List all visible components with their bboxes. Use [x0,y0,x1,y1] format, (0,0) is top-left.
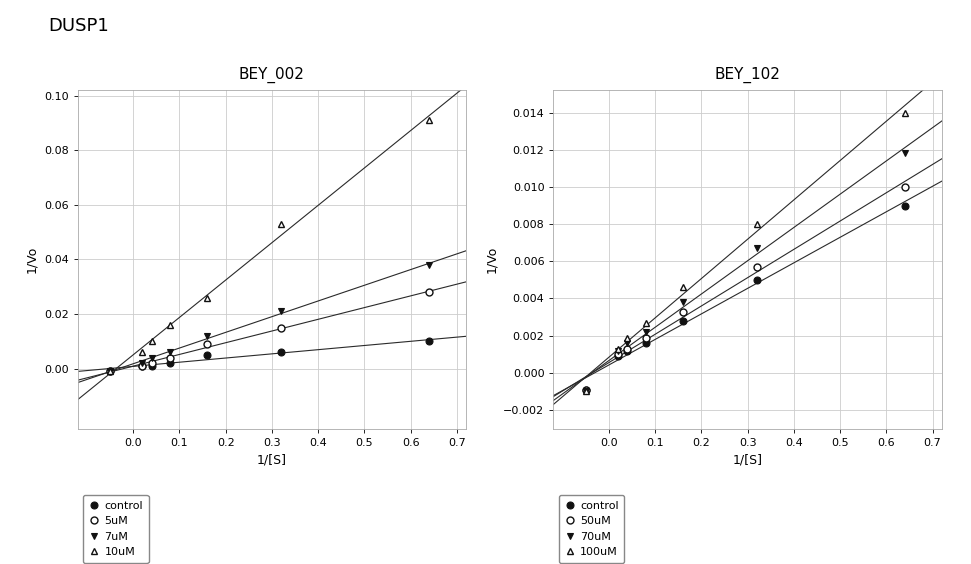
Text: DUSP1: DUSP1 [49,17,110,35]
Legend: control, 5uM, 7uM, 10uM: control, 5uM, 7uM, 10uM [84,495,149,563]
X-axis label: 1/[S]: 1/[S] [257,453,286,466]
Title: BEY_002: BEY_002 [239,67,305,83]
Title: BEY_102: BEY_102 [715,67,781,83]
Y-axis label: 1/Vo: 1/Vo [25,246,38,273]
Y-axis label: 1/Vo: 1/Vo [485,246,498,273]
X-axis label: 1/[S]: 1/[S] [733,453,762,466]
Legend: control, 50uM, 70uM, 100uM: control, 50uM, 70uM, 100uM [559,495,624,563]
